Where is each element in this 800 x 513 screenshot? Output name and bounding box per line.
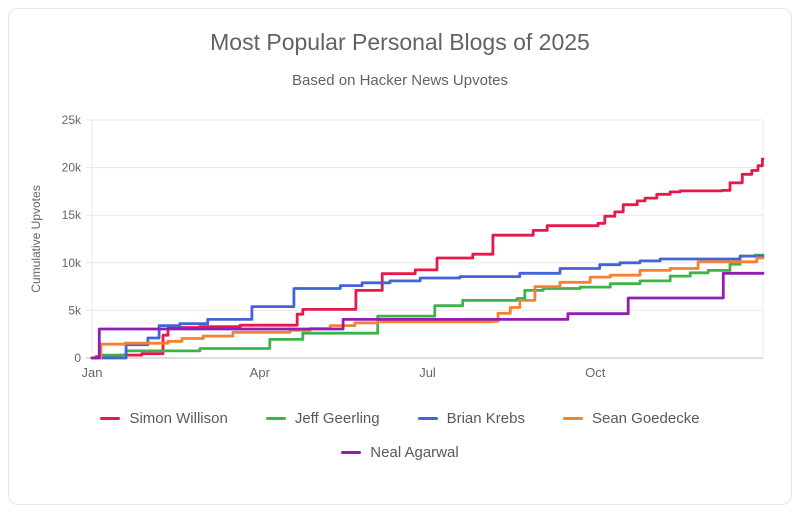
y-tick-label: 25k (62, 113, 82, 127)
legend-item-jeff-geerling[interactable]: Jeff Geerling (265, 410, 380, 427)
legend-label: Sean Goedecke (591, 410, 700, 427)
x-tick-label: Jul (419, 365, 436, 380)
legend-item-neal-agarwal[interactable]: Neal Agarwal (341, 444, 459, 461)
legend-swatch-jeff-geerling (265, 417, 286, 420)
series-line-simon-willison[interactable] (90, 157, 765, 360)
legend-label: Brian Krebs (446, 410, 525, 427)
x-tick-label: Oct (585, 365, 606, 380)
y-tick-label: 15k (62, 208, 82, 222)
legend-label: Jeff Geerling (294, 410, 380, 427)
legend-row: Simon Willison Jeff Geerling Brian Krebs Se… (100, 410, 700, 427)
y-tick-label: 0 (74, 351, 81, 365)
legend-row: Neal Agarwal (341, 444, 459, 461)
legend-label: Neal Agarwal (370, 444, 459, 461)
y-axis-title: Cumulative Upvotes (29, 185, 43, 292)
series-line-neal-agarwal[interactable] (90, 271, 765, 360)
y-tick-label: 20k (62, 161, 82, 175)
series-line-sean-goedecke[interactable] (90, 256, 765, 360)
x-tick-label: Apr (250, 365, 271, 380)
chart-canvas[interactable]: 0 5k 10k 15k 20k 25k Jan Apr Jul Oct Cumulative Up… (0, 100, 800, 400)
legend-item-simon-willison[interactable]: Simon Willison (100, 410, 228, 427)
x-tick-label: Jan (82, 365, 103, 380)
chart-title: Most Popular Personal Blogs of 2025 (210, 29, 590, 55)
chart-subtitle: Based on Hacker News Upvotes (292, 72, 508, 89)
legend-swatch-sean-goedecke (562, 417, 583, 420)
series-line-brian-krebs[interactable] (90, 254, 765, 360)
legend-swatch-simon-willison (100, 417, 121, 420)
legend-item-brian-krebs[interactable]: Brian Krebs (417, 410, 525, 427)
legend-label: Simon Willison (129, 410, 228, 427)
legend-swatch-neal-agarwal (341, 451, 362, 454)
y-tick-label: 10k (62, 256, 82, 270)
y-tick-label: 5k (68, 303, 82, 317)
legend: Simon Willison Jeff Geerling Brian Krebs Se… (0, 410, 800, 461)
legend-item-sean-goedecke[interactable]: Sean Goedecke (562, 410, 700, 427)
legend-swatch-brian-krebs (417, 417, 438, 420)
